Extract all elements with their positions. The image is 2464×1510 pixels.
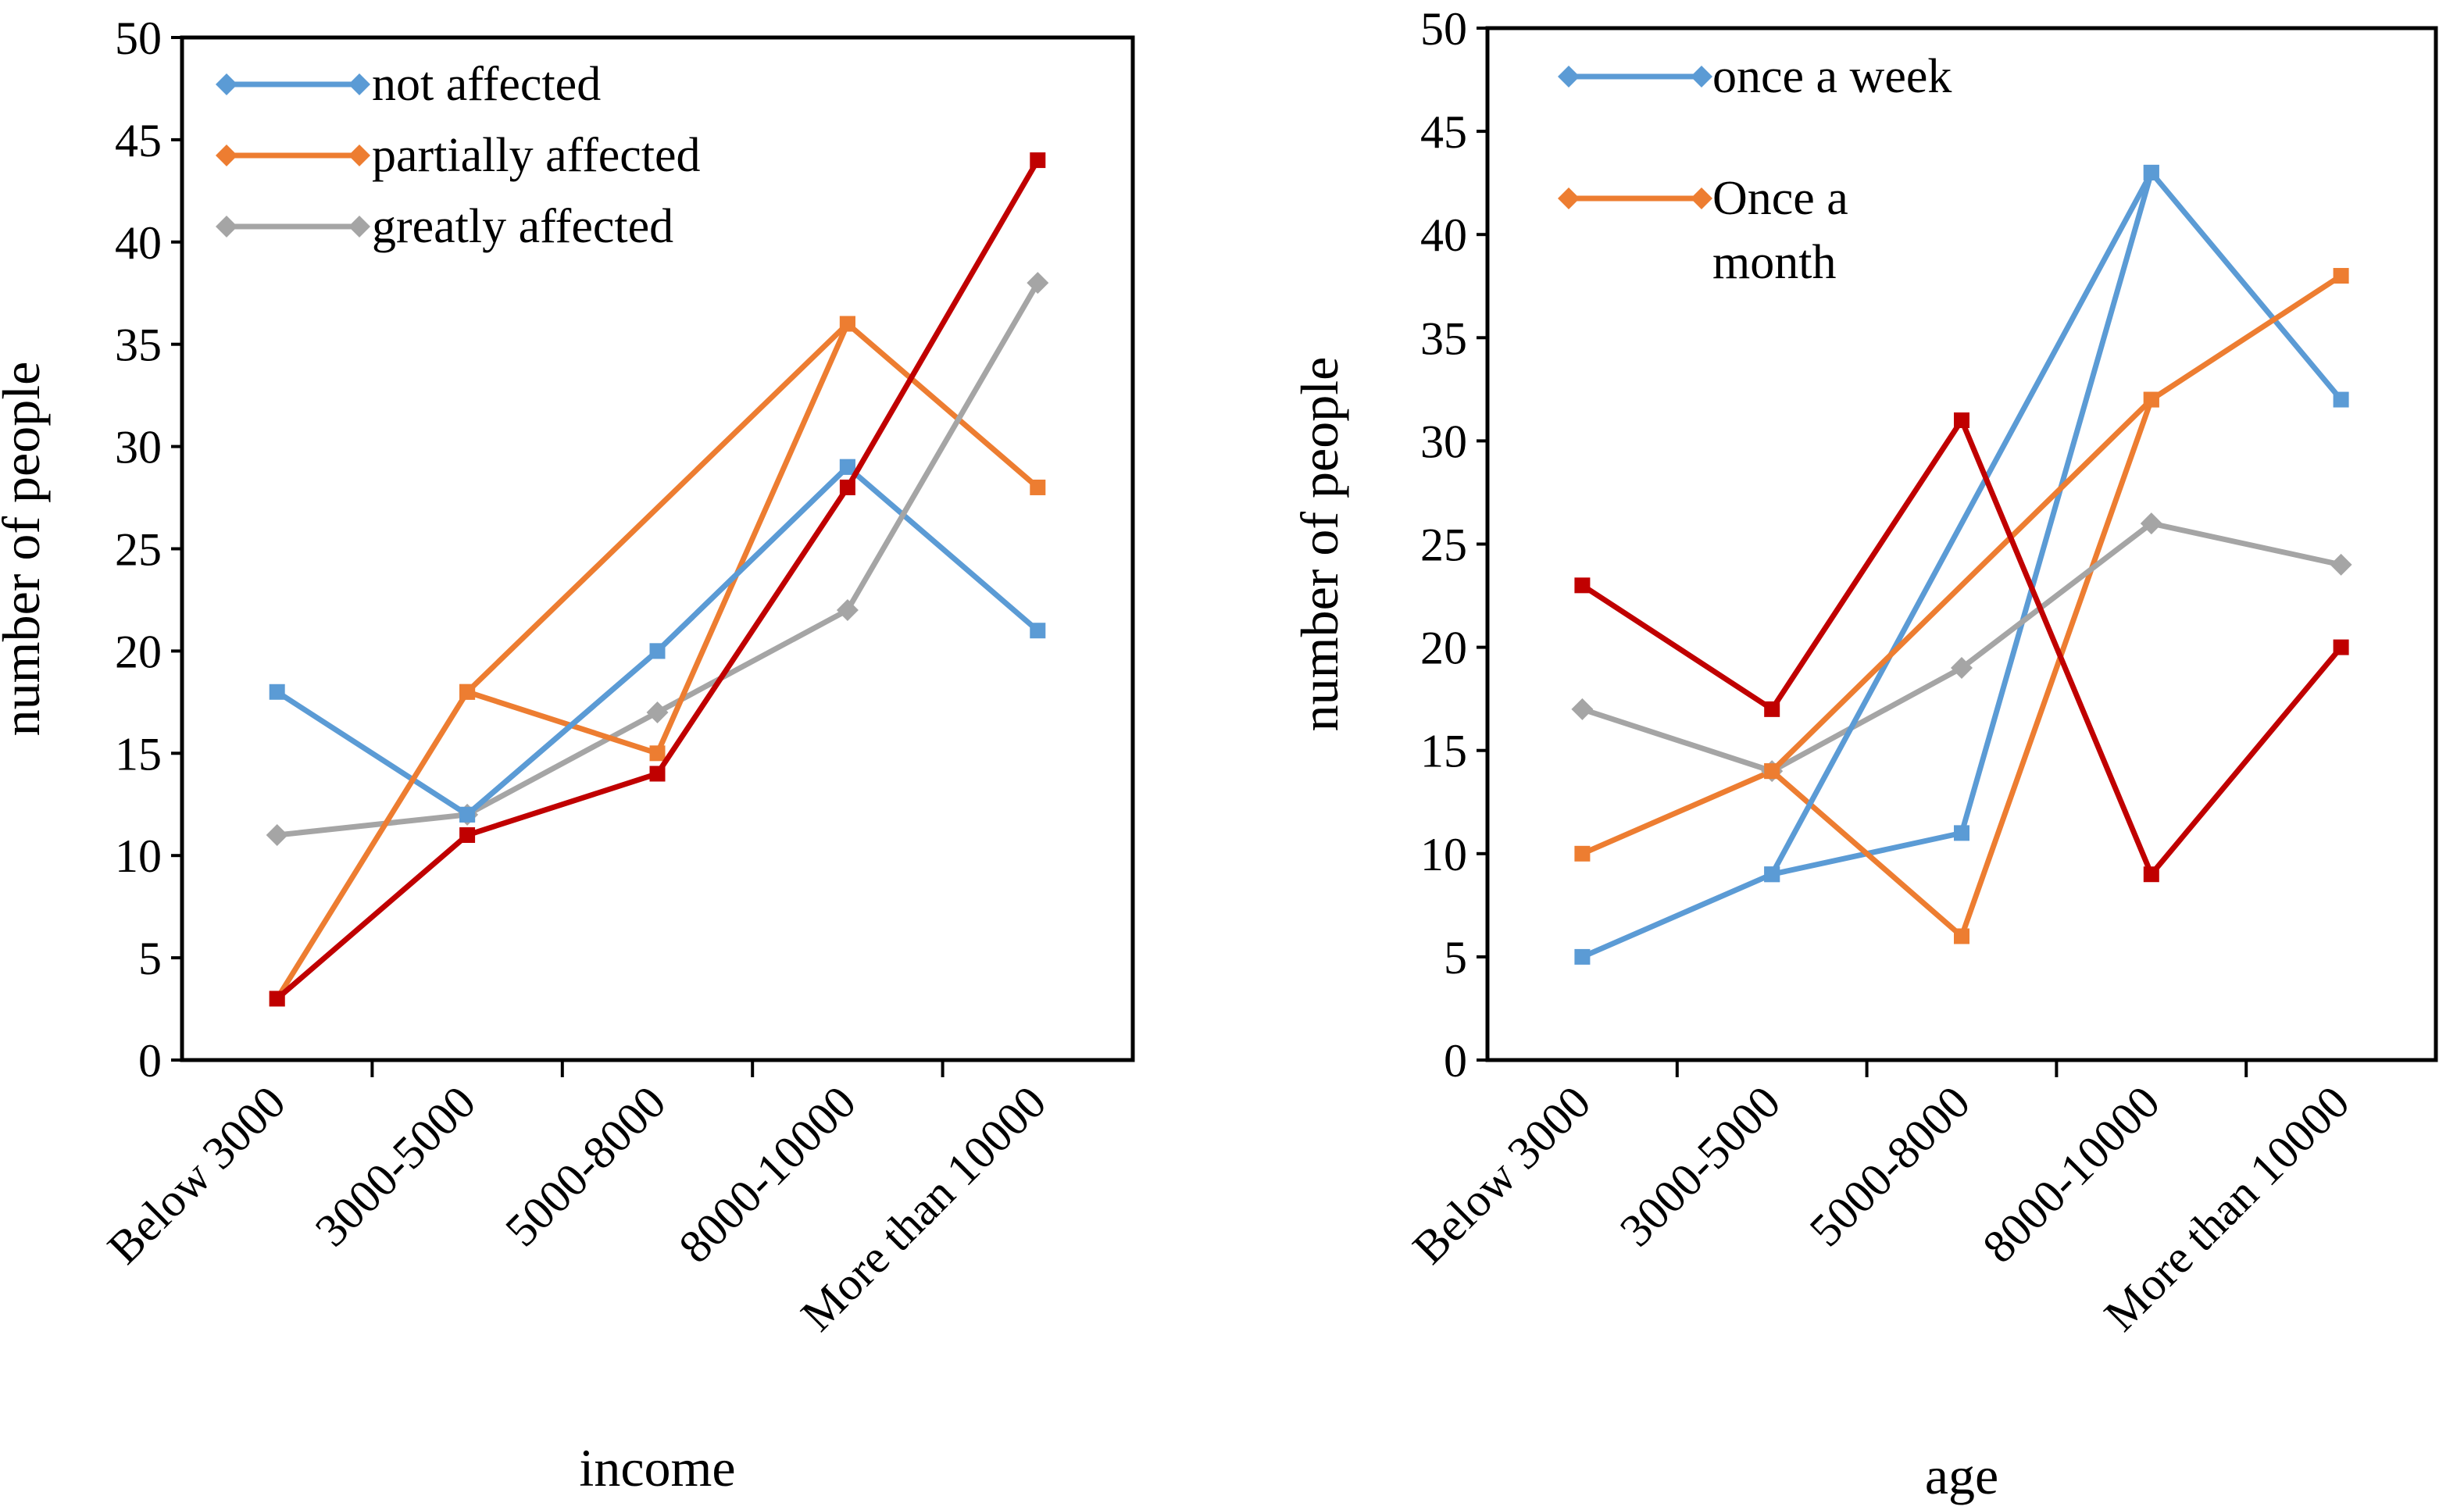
- legend-marker: [1691, 187, 1712, 209]
- data-point: [2333, 268, 2349, 284]
- series-4: [1764, 391, 2159, 780]
- y-tick-label: 15: [1420, 726, 1467, 777]
- y-tick-label: 45: [115, 115, 162, 166]
- data-point: [1954, 825, 1969, 841]
- series-line: [1769, 397, 2155, 774]
- data-point: [1030, 152, 1046, 169]
- data-point: [269, 684, 285, 700]
- data-point: [2333, 639, 2349, 655]
- data-point: [1951, 657, 1973, 680]
- data-point: [836, 599, 859, 622]
- data-point: [269, 991, 285, 1007]
- series-line: [274, 321, 851, 1001]
- legend-label: partially affected: [372, 129, 701, 182]
- series-5: [1574, 412, 2349, 883]
- data-point: [266, 824, 288, 847]
- legend-marker: [1558, 66, 1580, 87]
- data-point: [1030, 623, 1046, 639]
- y-tick-label: 5: [138, 933, 162, 984]
- legend: not affected partially affected greatly af…: [216, 58, 701, 253]
- series-3: [1764, 164, 2159, 883]
- legend-label: greatly affected: [372, 200, 673, 253]
- data-point: [2333, 391, 2349, 408]
- data-point: [1030, 479, 1046, 495]
- data-point: [1764, 763, 1780, 780]
- y-tick-label: 0: [1444, 1035, 1467, 1087]
- y-tick-label: 50: [1420, 3, 1467, 55]
- x-axis-title: age: [1925, 1446, 1998, 1505]
- y-tick-label: 25: [1420, 519, 1467, 571]
- legend-label: month: [1712, 236, 1836, 289]
- data-point: [1571, 698, 1594, 720]
- data-point: [459, 806, 476, 823]
- y-tick-label: 0: [138, 1035, 162, 1087]
- legend-label: not affected: [372, 58, 601, 111]
- data-point: [1574, 577, 1591, 594]
- series-5: [269, 152, 1046, 1007]
- data-point: [2143, 866, 2159, 883]
- y-tick-label: 40: [1420, 209, 1467, 261]
- legend-marker: [216, 145, 237, 166]
- y-axis-title: number of people: [0, 362, 51, 737]
- data-point: [2140, 512, 2162, 535]
- data-point: [839, 479, 855, 495]
- y-tick-label: 10: [1420, 829, 1467, 880]
- y-tick-label: 35: [115, 319, 162, 371]
- legend-marker: [216, 216, 237, 237]
- data-point: [1574, 948, 1591, 965]
- data-point: [649, 643, 666, 659]
- y-tick-label: 15: [115, 728, 162, 780]
- data-point: [649, 766, 666, 782]
- legend-label: Once a: [1712, 172, 1848, 225]
- data-point: [649, 745, 666, 762]
- y-tick-label: 20: [115, 626, 162, 677]
- series-4: [459, 459, 855, 823]
- data-point: [2143, 391, 2159, 408]
- data-point: [1764, 866, 1780, 883]
- y-tick-label: 50: [115, 12, 162, 64]
- data-point: [459, 684, 476, 700]
- y-tick-label: 5: [1444, 932, 1467, 983]
- data-point: [646, 701, 669, 723]
- data-point: [2330, 553, 2352, 576]
- legend-marker: [216, 73, 237, 95]
- y-tick-label: 20: [1420, 623, 1467, 674]
- data-point: [459, 827, 476, 844]
- y-axis-title: number of people: [1290, 357, 1349, 732]
- data-point: [1574, 845, 1591, 862]
- legend: once a week Once a month: [1558, 50, 1952, 289]
- y-tick-label: 45: [1420, 106, 1467, 158]
- x-axis-title: income: [579, 1438, 735, 1498]
- y-tick-label: 10: [115, 830, 162, 882]
- data-point: [2143, 164, 2159, 180]
- legend-marker: [1691, 66, 1712, 87]
- legend-marker: [1558, 187, 1580, 209]
- legend-label: once a week: [1712, 50, 1952, 103]
- y-tick-label: 30: [115, 422, 162, 473]
- data-point: [1027, 272, 1049, 295]
- data-point: [1764, 701, 1780, 717]
- data-point: [839, 316, 855, 332]
- legend-marker: [348, 216, 370, 237]
- data-point: [839, 459, 855, 475]
- data-point: [1954, 928, 1969, 944]
- y-tick-label: 30: [1420, 416, 1467, 467]
- legend-marker: [348, 145, 370, 166]
- y-tick-label: 35: [1420, 312, 1467, 364]
- data-point: [1954, 412, 1969, 428]
- series-line: [1769, 170, 2155, 877]
- legend-marker: [348, 73, 370, 95]
- y-tick-label: 40: [115, 217, 162, 269]
- y-tick-label: 25: [115, 524, 162, 576]
